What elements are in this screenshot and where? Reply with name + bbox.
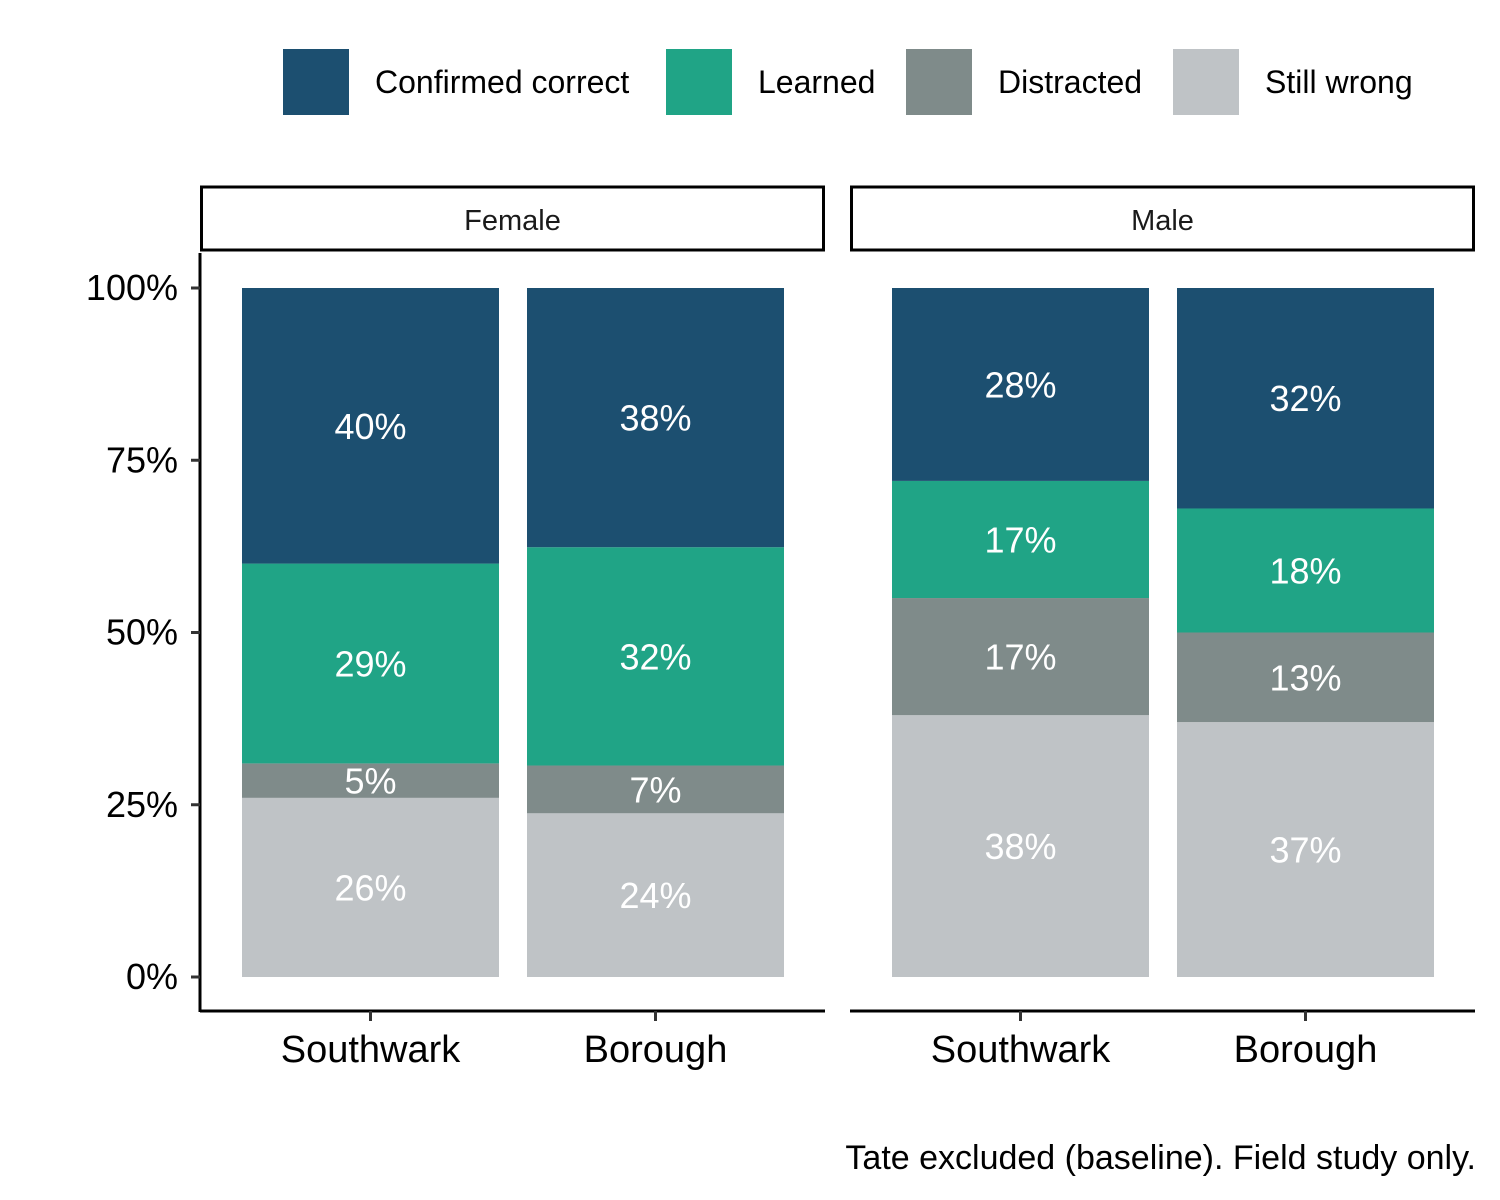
bar-segment-confirmed-correct (527, 288, 784, 548)
data-label: 32% (1269, 378, 1341, 419)
y-tick-label: 50% (106, 612, 178, 653)
bar-segment-confirmed-correct (1177, 288, 1434, 509)
legend-swatch (666, 49, 732, 115)
data-label: 28% (984, 364, 1056, 405)
data-label: 26% (334, 867, 406, 908)
bar-segment-learned (242, 563, 499, 764)
bar-segment-learned (1177, 508, 1434, 633)
bar-segment-still-wrong (242, 797, 499, 977)
legend-swatch (906, 49, 972, 115)
bar-segment-confirmed-correct (892, 288, 1149, 481)
data-label: 7% (629, 769, 681, 810)
data-label: 32% (619, 636, 691, 677)
bar-segment-still-wrong (527, 813, 784, 977)
legend-label: Learned (758, 64, 875, 100)
x-tick-label: Borough (1234, 1029, 1378, 1071)
data-label: 5% (344, 761, 396, 802)
data-label: 38% (619, 398, 691, 439)
y-tick-label: 0% (126, 956, 178, 997)
data-label: 17% (984, 519, 1056, 560)
panel-male: Male 38% 17% 17% 28% Southwark 37% 13% 18% 32% Bor… (850, 185, 1475, 1071)
legend-label: Confirmed correct (375, 64, 629, 100)
y-tick-label: 100% (86, 267, 178, 308)
data-label: 38% (984, 826, 1056, 867)
data-label: 18% (1269, 550, 1341, 591)
bar-segment-distracted (242, 763, 499, 798)
bar-segment-learned (892, 480, 1149, 599)
bar-segment-confirmed-correct (242, 288, 499, 564)
bar-segment-distracted (527, 765, 784, 814)
legend-label: Distracted (998, 64, 1142, 100)
bar-segment-still-wrong (1177, 722, 1434, 977)
data-label: 37% (1269, 830, 1341, 871)
caption: Tate excluded (baseline). Field study on… (845, 1139, 1476, 1177)
data-label: 29% (334, 644, 406, 685)
bar-segment-still-wrong (892, 715, 1149, 977)
legend-swatch (1173, 49, 1239, 115)
panel-female: Female 0% 25% 50% 75% 100% 26% 5% 29% 40% Southwar… (86, 185, 825, 1071)
y-tick-label: 25% (106, 784, 178, 825)
data-label: 24% (619, 875, 691, 916)
x-tick-label: Borough (584, 1029, 728, 1071)
bar-segment-learned (527, 547, 784, 766)
data-label: 40% (334, 406, 406, 447)
y-tick-label: 75% (106, 439, 178, 480)
data-label: 13% (1269, 657, 1341, 698)
x-tick-label: Southwark (931, 1029, 1112, 1071)
bar-segment-distracted (1177, 632, 1434, 723)
facet-strip (200, 185, 825, 252)
legend-swatch (283, 49, 349, 115)
legend: Confirmed correct Learned Distracted Still … (283, 49, 1413, 115)
facet-label: Female (464, 205, 561, 237)
legend-label: Still wrong (1265, 64, 1413, 100)
panels: Female 0% 25% 50% 75% 100% 26% 5% 29% 40% Southwar… (86, 185, 1475, 1071)
facet-label: Male (1131, 205, 1194, 237)
bar-segment-distracted (892, 598, 1149, 716)
data-label: 17% (984, 637, 1056, 678)
x-tick-label: Southwark (281, 1029, 462, 1071)
facet-strip (850, 185, 1475, 252)
